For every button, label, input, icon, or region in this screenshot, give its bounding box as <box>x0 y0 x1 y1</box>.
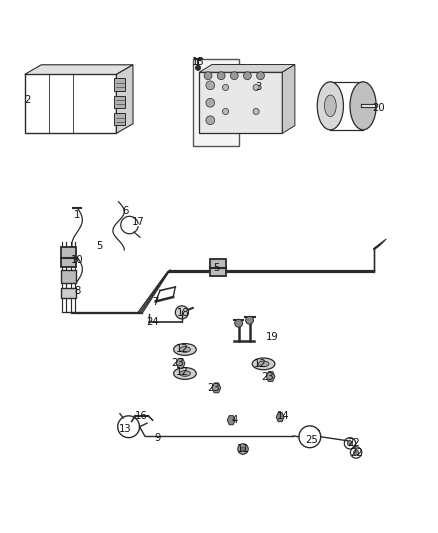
FancyBboxPatch shape <box>61 270 76 283</box>
Circle shape <box>347 441 353 446</box>
Ellipse shape <box>317 82 343 130</box>
Polygon shape <box>227 416 235 425</box>
Polygon shape <box>276 413 284 422</box>
Ellipse shape <box>258 361 269 367</box>
Text: 4: 4 <box>231 415 237 425</box>
Circle shape <box>206 116 215 125</box>
FancyBboxPatch shape <box>193 59 239 147</box>
Circle shape <box>206 99 215 107</box>
Circle shape <box>230 72 238 79</box>
Text: 18: 18 <box>177 308 190 318</box>
FancyBboxPatch shape <box>114 96 125 108</box>
Circle shape <box>206 81 215 90</box>
Text: 1: 1 <box>74 210 80 220</box>
Text: 19: 19 <box>266 332 279 342</box>
Circle shape <box>195 65 201 70</box>
Text: 25: 25 <box>305 435 318 445</box>
Circle shape <box>244 72 251 79</box>
Polygon shape <box>283 64 295 133</box>
Circle shape <box>241 447 245 451</box>
Text: 23: 23 <box>171 358 184 368</box>
Circle shape <box>175 306 188 319</box>
Text: 6: 6 <box>122 206 128 216</box>
Circle shape <box>253 108 259 115</box>
Text: 14: 14 <box>277 411 290 421</box>
Circle shape <box>217 72 225 79</box>
Circle shape <box>353 450 359 455</box>
FancyBboxPatch shape <box>210 259 226 276</box>
Text: 22: 22 <box>350 448 363 458</box>
Text: 23: 23 <box>261 372 274 382</box>
Circle shape <box>246 316 254 324</box>
Text: 3: 3 <box>255 83 261 93</box>
Text: 12: 12 <box>176 344 188 353</box>
Polygon shape <box>199 64 295 72</box>
Circle shape <box>204 72 212 79</box>
Polygon shape <box>199 72 283 133</box>
Text: 17: 17 <box>132 217 145 227</box>
Polygon shape <box>212 383 221 393</box>
FancyBboxPatch shape <box>114 113 125 125</box>
Circle shape <box>223 84 229 91</box>
Circle shape <box>238 444 248 454</box>
Text: 7: 7 <box>152 297 159 308</box>
FancyBboxPatch shape <box>61 288 76 298</box>
Text: 5: 5 <box>96 240 102 251</box>
Polygon shape <box>25 65 133 75</box>
Text: 24: 24 <box>146 317 159 327</box>
Ellipse shape <box>180 370 191 376</box>
Text: 8: 8 <box>74 286 80 296</box>
Text: 10: 10 <box>71 255 83 265</box>
Text: 22: 22 <box>347 438 360 448</box>
FancyBboxPatch shape <box>61 247 76 266</box>
FancyBboxPatch shape <box>114 78 125 91</box>
Ellipse shape <box>350 82 376 130</box>
Text: 9: 9 <box>155 433 161 443</box>
Circle shape <box>257 72 265 79</box>
Text: 5: 5 <box>214 263 220 273</box>
Text: 20: 20 <box>372 103 385 114</box>
Ellipse shape <box>180 346 191 352</box>
Text: 11: 11 <box>237 444 249 454</box>
Polygon shape <box>117 65 133 133</box>
Circle shape <box>223 108 229 115</box>
Text: 12: 12 <box>176 367 188 377</box>
Text: 12: 12 <box>254 359 267 369</box>
Text: 15: 15 <box>192 57 205 67</box>
Ellipse shape <box>325 95 336 117</box>
Ellipse shape <box>173 368 196 379</box>
Text: 2: 2 <box>25 95 31 104</box>
Circle shape <box>235 319 243 327</box>
Polygon shape <box>176 359 185 368</box>
Ellipse shape <box>173 344 196 356</box>
Text: 13: 13 <box>119 424 131 434</box>
Polygon shape <box>266 372 275 382</box>
Circle shape <box>253 84 259 91</box>
Text: 23: 23 <box>208 383 220 393</box>
Text: 16: 16 <box>135 411 148 421</box>
Ellipse shape <box>252 358 275 370</box>
